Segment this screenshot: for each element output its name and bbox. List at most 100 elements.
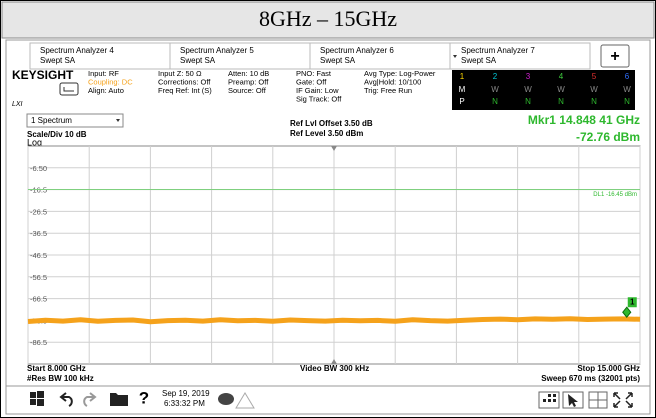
remote-icon[interactable] bbox=[59, 82, 79, 96]
sweep: Sweep 670 ms (32001 pts) bbox=[541, 374, 640, 383]
marker bbox=[622, 306, 632, 319]
setting: Sig Track: Off bbox=[296, 94, 342, 103]
tab-title: Spectrum Analyzer 4 bbox=[40, 46, 114, 55]
setting: Source: Off bbox=[228, 86, 267, 95]
trace-number: 4 bbox=[559, 72, 564, 81]
scale: Scale/Div 10 dB bbox=[27, 130, 87, 139]
graph-footer: Start 8.000 GHz #Res BW 100 kHz Video BW… bbox=[27, 364, 640, 383]
scale-type: Log bbox=[27, 137, 42, 147]
marker-frequency: Mkr1 14.848 41 GHz bbox=[528, 113, 640, 127]
setting: Trig: Free Run bbox=[364, 86, 412, 95]
setting: Gate: Off bbox=[296, 77, 327, 86]
trace bbox=[27, 316, 641, 325]
setting: Coupling: DC bbox=[88, 77, 133, 86]
setting: Align: Auto bbox=[88, 86, 124, 95]
layout-button[interactable] bbox=[588, 391, 608, 409]
tab-subtitle: Swept SA bbox=[40, 56, 76, 65]
ref-level: Ref Level 3.50 dBm bbox=[290, 129, 363, 138]
y-tick-label: -46.5 bbox=[30, 251, 47, 260]
display-line-label: DL1 -16.45 dBm bbox=[593, 192, 637, 198]
trace-mode: M bbox=[459, 85, 466, 94]
setting: Preamp: Off bbox=[228, 77, 269, 86]
trace-number: 5 bbox=[592, 72, 597, 81]
setting: Avg|Hold: 10/100 bbox=[364, 77, 421, 86]
tab-subtitle: Swept SA bbox=[461, 56, 497, 65]
touch-button[interactable] bbox=[562, 391, 584, 409]
trace-number: 2 bbox=[493, 72, 498, 81]
y-tick-label: -36.5 bbox=[30, 229, 47, 238]
setting: Avg Type: Log-Power bbox=[364, 69, 436, 78]
time: 6:33:32 PM bbox=[164, 399, 205, 408]
stop-frequency: Stop 15.000 GHz bbox=[577, 364, 640, 373]
tab-bar: Spectrum Analyzer 4 Swept SA Spectrum An… bbox=[29, 42, 630, 70]
logo: KEYSIGHT bbox=[12, 68, 74, 82]
tab[interactable] bbox=[309, 42, 451, 70]
add-tab-button[interactable] bbox=[600, 44, 630, 68]
trace-mode: W bbox=[491, 85, 499, 94]
trace-detector: P bbox=[459, 97, 464, 106]
trace-mode: W bbox=[524, 85, 532, 94]
title-bar bbox=[1, 1, 655, 39]
trace-detector: N bbox=[624, 97, 630, 106]
window-select[interactable] bbox=[26, 113, 124, 128]
message-button[interactable] bbox=[218, 393, 234, 405]
start-frequency: Start 8.000 GHz bbox=[27, 364, 86, 373]
settings-panel: KEYSIGHT LXI bbox=[12, 68, 635, 110]
graph-header: 1 Spectrum Scale/Div 10 dB Log Ref Lvl O… bbox=[26, 113, 640, 147]
trace-detector: N bbox=[492, 97, 498, 106]
marker-label: 1 bbox=[630, 297, 635, 306]
trace-detector: N bbox=[591, 97, 597, 106]
tab-dropdown[interactable] bbox=[453, 55, 457, 58]
ref-offset: Ref Lvl Offset 3.50 dB bbox=[290, 119, 373, 128]
redo-button[interactable] bbox=[83, 392, 97, 407]
res-bw: #Res BW 100 kHz bbox=[27, 374, 94, 383]
center-indicator bbox=[331, 359, 337, 364]
toolbar: ? Sep 19, 2019 6:33:32 PM bbox=[6, 385, 650, 409]
y-tick-label: -26.5 bbox=[30, 207, 47, 216]
fullscreen-button[interactable] bbox=[613, 392, 633, 408]
trace-detector: N bbox=[525, 97, 531, 106]
windows-button[interactable] bbox=[30, 391, 44, 406]
setting: Freq Ref: Int (S) bbox=[158, 86, 212, 95]
file-button[interactable] bbox=[110, 393, 128, 406]
setting: Corrections: Off bbox=[158, 77, 211, 86]
undo-button[interactable] bbox=[59, 392, 73, 407]
tab-title: Spectrum Analyzer 6 bbox=[320, 46, 394, 55]
tab-title: Spectrum Analyzer 5 bbox=[180, 46, 254, 55]
alert-icon[interactable] bbox=[235, 392, 255, 409]
tab-subtitle: Swept SA bbox=[320, 56, 356, 65]
date: Sep 19, 2019 bbox=[162, 389, 210, 398]
y-tick-label: -56.5 bbox=[30, 273, 47, 282]
trace-mode: W bbox=[557, 85, 565, 94]
plot: -6.50-16.5-26.5-36.5-46.5-56.5-66.5-76.5… bbox=[27, 145, 641, 365]
setting: Input Z: 50 Ω bbox=[158, 69, 202, 78]
trace-mode: W bbox=[623, 85, 631, 94]
help-button[interactable]: ? bbox=[139, 388, 149, 407]
trace-number: 6 bbox=[625, 72, 630, 81]
marker-level: -72.76 dBm bbox=[576, 130, 640, 144]
window-select-label: 1 Spectrum bbox=[31, 116, 72, 125]
trace-number: 3 bbox=[526, 72, 531, 81]
trace-mode: W bbox=[590, 85, 598, 94]
tab-title: Spectrum Analyzer 7 bbox=[461, 46, 535, 55]
add-tab-label: + bbox=[610, 48, 619, 65]
setting: Input: RF bbox=[88, 69, 119, 78]
tab[interactable] bbox=[169, 42, 311, 70]
tab[interactable] bbox=[449, 42, 591, 70]
y-tick-label: -6.50 bbox=[30, 164, 47, 173]
marker-table-button[interactable] bbox=[538, 391, 560, 409]
setting: PNO: Fast bbox=[296, 69, 332, 78]
marker-label-box bbox=[627, 297, 637, 308]
title: 8GHz – 15GHz bbox=[259, 6, 397, 31]
trace-detector: N bbox=[558, 97, 564, 106]
setting: IF Gain: Low bbox=[296, 86, 339, 95]
lxi-logo: LXI bbox=[12, 101, 23, 108]
window-select-arrow bbox=[116, 119, 120, 122]
y-tick-label: -66.5 bbox=[30, 295, 47, 304]
trace-number: 1 bbox=[460, 72, 465, 81]
video-bw: Video BW 300 kHz bbox=[300, 364, 369, 373]
trace-table[interactable] bbox=[452, 70, 635, 110]
remote-icon-glyph bbox=[63, 87, 74, 92]
